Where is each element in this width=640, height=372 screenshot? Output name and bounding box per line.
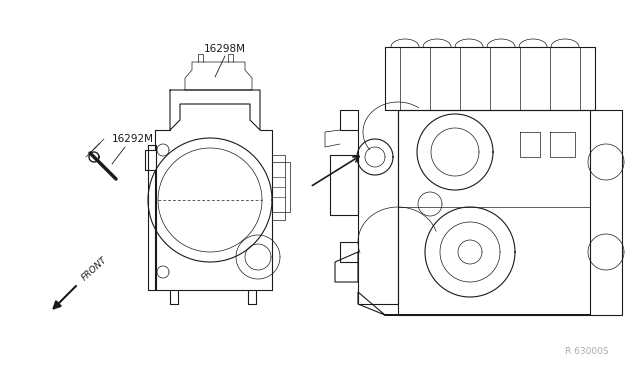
Text: FRONT: FRONT: [80, 255, 109, 282]
Text: R 63000S: R 63000S: [565, 347, 609, 356]
Text: 16292M: 16292M: [112, 134, 154, 144]
Text: 16298M: 16298M: [204, 44, 246, 54]
